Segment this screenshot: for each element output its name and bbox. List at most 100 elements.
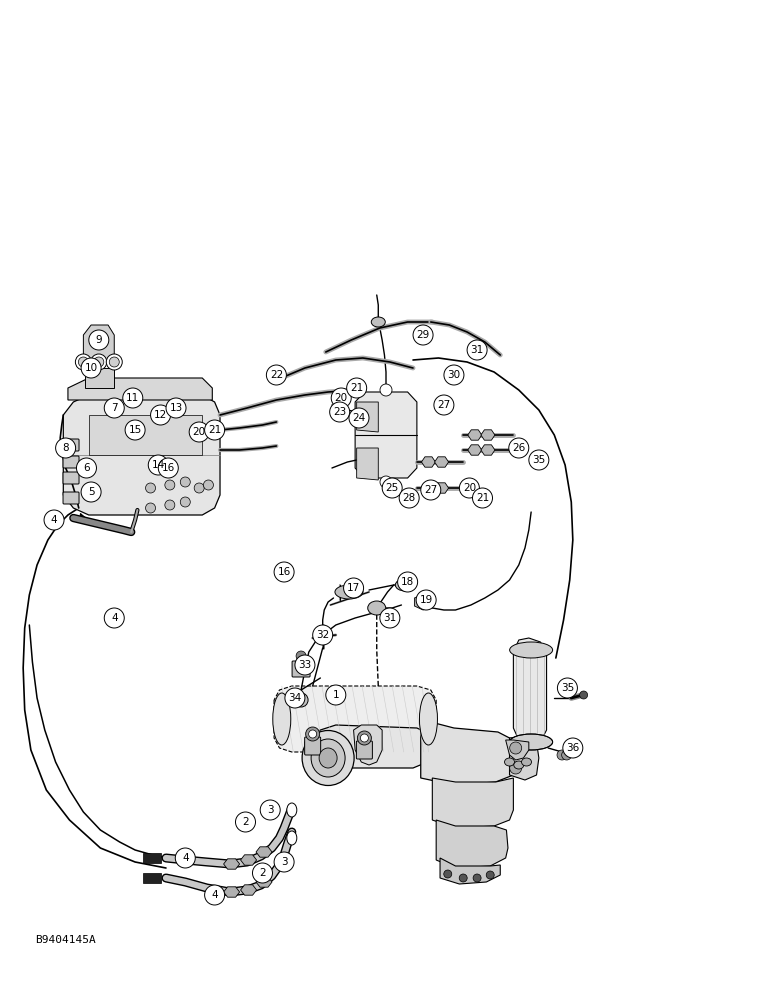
Circle shape	[252, 863, 273, 883]
Circle shape	[347, 378, 367, 398]
Circle shape	[472, 488, 493, 508]
Text: 21: 21	[208, 425, 222, 435]
Polygon shape	[256, 877, 272, 887]
Polygon shape	[224, 859, 239, 869]
Circle shape	[104, 608, 124, 628]
Circle shape	[309, 730, 317, 738]
Text: 9: 9	[96, 335, 102, 345]
Circle shape	[317, 629, 329, 641]
Text: 18: 18	[401, 577, 415, 587]
Circle shape	[76, 458, 96, 478]
Polygon shape	[274, 686, 436, 752]
Polygon shape	[357, 402, 378, 432]
Circle shape	[166, 398, 186, 418]
Circle shape	[398, 572, 418, 592]
Circle shape	[146, 503, 155, 513]
Text: 27: 27	[424, 485, 438, 495]
Circle shape	[151, 405, 171, 425]
Ellipse shape	[287, 803, 296, 817]
Text: 30: 30	[447, 370, 461, 380]
Circle shape	[331, 388, 351, 408]
Circle shape	[459, 874, 467, 882]
Circle shape	[380, 384, 392, 396]
Circle shape	[557, 750, 567, 760]
Polygon shape	[63, 395, 220, 515]
Circle shape	[79, 357, 88, 367]
Circle shape	[529, 450, 549, 470]
Polygon shape	[481, 430, 495, 440]
Polygon shape	[68, 378, 212, 400]
Text: 2: 2	[242, 817, 249, 827]
Ellipse shape	[371, 317, 385, 327]
Polygon shape	[256, 847, 272, 857]
Circle shape	[189, 422, 209, 442]
Polygon shape	[422, 483, 435, 493]
Circle shape	[89, 330, 109, 350]
FancyBboxPatch shape	[143, 873, 161, 883]
Text: 31: 31	[383, 613, 397, 623]
Polygon shape	[89, 415, 202, 455]
Circle shape	[344, 578, 364, 598]
Ellipse shape	[311, 739, 345, 777]
Circle shape	[44, 510, 64, 530]
Circle shape	[382, 478, 402, 498]
Text: 35: 35	[560, 683, 574, 693]
Text: 21: 21	[476, 493, 489, 503]
Circle shape	[94, 357, 103, 367]
Circle shape	[306, 727, 320, 741]
Text: 17: 17	[347, 583, 361, 593]
Text: 10: 10	[84, 363, 98, 373]
Circle shape	[459, 478, 479, 498]
Circle shape	[274, 852, 294, 872]
Text: 6: 6	[83, 463, 90, 473]
Text: 34: 34	[288, 693, 302, 703]
Ellipse shape	[319, 748, 337, 768]
Text: 20: 20	[462, 483, 476, 493]
Polygon shape	[468, 445, 482, 455]
Circle shape	[444, 365, 464, 385]
Circle shape	[444, 870, 452, 878]
Ellipse shape	[273, 693, 291, 745]
Circle shape	[76, 354, 91, 370]
Ellipse shape	[514, 761, 523, 769]
Circle shape	[195, 483, 204, 493]
Ellipse shape	[395, 579, 415, 591]
Polygon shape	[435, 483, 449, 493]
Ellipse shape	[287, 831, 296, 845]
Circle shape	[473, 874, 481, 882]
Circle shape	[330, 402, 350, 422]
Circle shape	[562, 750, 571, 760]
Text: 12: 12	[154, 410, 168, 420]
Polygon shape	[305, 725, 436, 768]
Text: 4: 4	[51, 515, 57, 525]
Polygon shape	[355, 392, 417, 478]
Text: 35: 35	[532, 455, 546, 465]
Circle shape	[486, 871, 494, 879]
Text: 26: 26	[512, 443, 526, 453]
Circle shape	[510, 742, 522, 754]
Text: 15: 15	[128, 425, 142, 435]
Ellipse shape	[367, 601, 386, 615]
Ellipse shape	[419, 693, 438, 745]
Circle shape	[266, 365, 286, 385]
Circle shape	[349, 408, 369, 428]
Polygon shape	[468, 430, 482, 440]
Text: 5: 5	[88, 487, 94, 497]
Ellipse shape	[302, 730, 354, 786]
Polygon shape	[436, 820, 508, 868]
Text: 22: 22	[269, 370, 283, 380]
Circle shape	[165, 500, 174, 510]
Polygon shape	[421, 720, 516, 785]
Text: 25: 25	[385, 483, 399, 493]
Polygon shape	[506, 740, 529, 760]
Polygon shape	[83, 325, 114, 362]
Polygon shape	[432, 778, 513, 828]
Polygon shape	[510, 736, 539, 780]
Text: 1: 1	[333, 690, 339, 700]
Circle shape	[146, 483, 155, 493]
Circle shape	[510, 762, 522, 774]
Text: 3: 3	[267, 805, 273, 815]
Circle shape	[123, 388, 143, 408]
FancyBboxPatch shape	[143, 853, 161, 863]
Circle shape	[104, 398, 124, 418]
